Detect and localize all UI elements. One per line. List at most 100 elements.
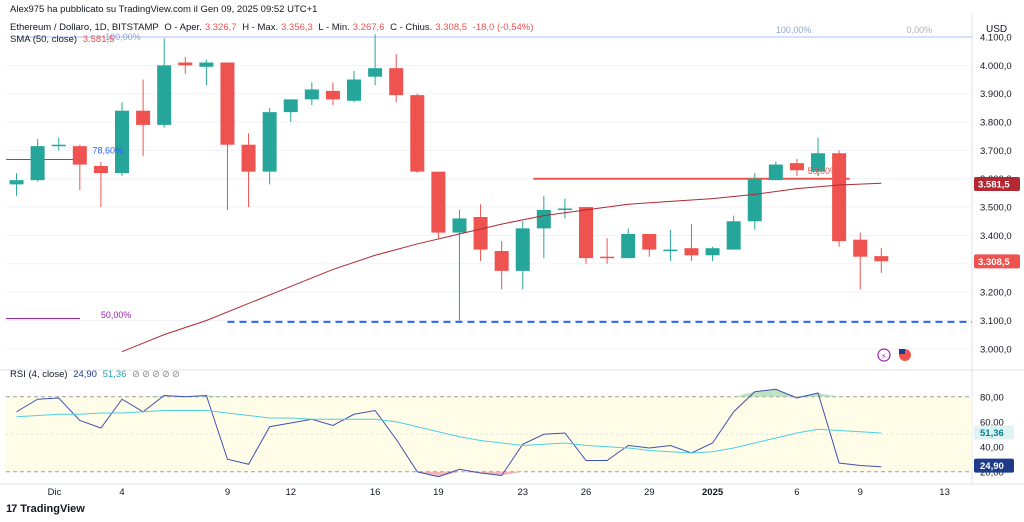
sma-line[interactable] <box>121 182 882 353</box>
time-tick-label: 16 <box>370 487 381 498</box>
price-marker-label: 3.308,5 <box>978 257 1010 268</box>
rsi-overbought-fill <box>818 393 840 397</box>
price-tick-label: 3.900,0 <box>980 89 1012 100</box>
candle-body[interactable] <box>536 209 551 229</box>
candle-body[interactable] <box>157 65 172 125</box>
price-tick-label: 3.100,0 <box>980 316 1012 327</box>
rsi-tick-label: 40,00 <box>980 442 1004 453</box>
candle-body[interactable] <box>262 112 277 172</box>
rsi-marker-bg <box>974 425 1014 440</box>
close-value: 3.308,5 <box>435 22 468 33</box>
candle-body[interactable] <box>642 234 657 250</box>
rsi-marker-label: 24,90 <box>980 461 1004 472</box>
price-tick-label: 3.000,0 <box>980 344 1012 355</box>
time-tick-label: 9 <box>858 487 863 498</box>
price-tick-label: 3.400,0 <box>980 231 1012 242</box>
candle-body[interactable] <box>515 228 530 271</box>
open-label: O - Aper. <box>164 22 202 33</box>
time-tick-label: 23 <box>517 487 528 498</box>
candle-body[interactable] <box>93 165 108 174</box>
us-flag-canton <box>899 349 905 354</box>
rsi-signal-value: 51,36 <box>102 369 127 380</box>
candle-body[interactable] <box>663 249 678 252</box>
candle-body[interactable] <box>115 110 130 174</box>
candle-body[interactable] <box>410 95 425 172</box>
price-tick-label: 3.200,0 <box>980 288 1012 299</box>
rsi-oversold-fill <box>501 471 523 476</box>
candle-body[interactable] <box>30 146 45 181</box>
candle-body[interactable] <box>768 164 783 181</box>
candle-body[interactable] <box>452 218 467 233</box>
candle-body[interactable] <box>811 153 826 172</box>
candle-body[interactable] <box>684 248 699 256</box>
rsi-label: RSI (4, close) <box>10 369 68 380</box>
fib-level-label: 50,00% <box>101 310 132 320</box>
rsi-tick-label: 20,00 <box>980 467 1004 478</box>
candle-body[interactable] <box>705 248 720 256</box>
candle-body[interactable] <box>621 234 636 259</box>
publisher-text: Alex975 ha pubblicato su TradingView.com… <box>10 4 318 15</box>
rsi-overbought-fill <box>796 393 819 397</box>
sma-legend[interactable]: SMA (50, close) 3.581,5 <box>10 34 117 45</box>
time-tick-label: 26 <box>581 487 592 498</box>
candle-body[interactable] <box>220 62 235 145</box>
candle-body[interactable] <box>347 79 362 101</box>
candle-body[interactable] <box>325 90 340 100</box>
candle-body[interactable] <box>789 163 804 171</box>
rsi-overbought-fill <box>143 395 165 397</box>
rsi-signal-line[interactable] <box>16 410 882 454</box>
price-tick-label: 3.700,0 <box>980 146 1012 157</box>
low-value: 3.267,6 <box>352 22 385 33</box>
time-tick-label: Dic <box>48 487 62 498</box>
candle-body[interactable] <box>726 221 741 250</box>
candle-body[interactable] <box>9 180 24 185</box>
candle-body[interactable] <box>136 110 151 125</box>
close-label: C - Chius. <box>390 22 433 33</box>
candle-body[interactable] <box>72 146 87 165</box>
candle-body[interactable] <box>178 62 193 66</box>
candle-body[interactable] <box>389 68 404 96</box>
sma-value: 3.581,5 <box>82 34 115 45</box>
fib-level-label: 0,00% <box>907 25 933 35</box>
change-value: -18,0 (-0,54%) <box>472 22 534 33</box>
time-tick-label: 19 <box>433 487 444 498</box>
candle-body[interactable] <box>600 256 615 259</box>
tradingview-brand[interactable]: 17 TradingView <box>6 503 85 515</box>
time-tick-label: 9 <box>225 487 230 498</box>
ohlc-line: Ethereum / Dollaro, 1D, BITSTAMP O - Ape… <box>10 22 536 33</box>
time-tick-label: 13 <box>939 487 950 498</box>
time-tick-label: 6 <box>794 487 799 498</box>
low-label: L - Min. <box>318 22 350 33</box>
flash-icon[interactable] <box>877 348 891 362</box>
candle-body[interactable] <box>494 251 509 271</box>
candle-body[interactable] <box>283 99 298 113</box>
rsi-legend[interactable]: RSI (4, close) 24,90 51,36 ⊘⊘⊘⊘⊘ <box>10 369 185 380</box>
rsi-overbought-fill <box>206 395 228 397</box>
rsi-overbought-fill <box>733 391 755 397</box>
candle-body[interactable] <box>832 153 847 242</box>
publisher-line: Alex975 ha pubblicato su TradingView.com… <box>10 4 320 15</box>
legend-eye-icons: ⊘⊘⊘⊘⊘ <box>132 369 182 380</box>
candle-body[interactable] <box>431 171 446 233</box>
candle-body[interactable] <box>368 68 383 77</box>
candle-body[interactable] <box>241 144 256 172</box>
candle-body[interactable] <box>473 217 488 250</box>
price-marker-label: 3.581,5 <box>978 179 1010 190</box>
high-value: 3.356,3 <box>281 22 313 33</box>
candle-body[interactable] <box>579 207 594 259</box>
candle-body[interactable] <box>557 208 572 211</box>
candle-body[interactable] <box>747 178 762 222</box>
rsi-line[interactable] <box>16 388 882 478</box>
symbol-title[interactable]: Ethereum / Dollaro, 1D, BITSTAMP <box>10 22 159 33</box>
candle-body[interactable] <box>199 62 214 67</box>
candle-body[interactable] <box>51 144 66 147</box>
candle-body[interactable] <box>874 256 889 262</box>
rsi-marker-bg <box>974 458 1014 473</box>
price-tick-label: 3.800,0 <box>980 118 1012 129</box>
price-tick-label: 4.000,0 <box>980 61 1012 72</box>
currency-label: USD <box>986 24 1007 35</box>
candle-body[interactable] <box>304 89 319 100</box>
fib-level-label: 50,00% <box>807 166 838 176</box>
candle-body[interactable] <box>853 239 868 257</box>
